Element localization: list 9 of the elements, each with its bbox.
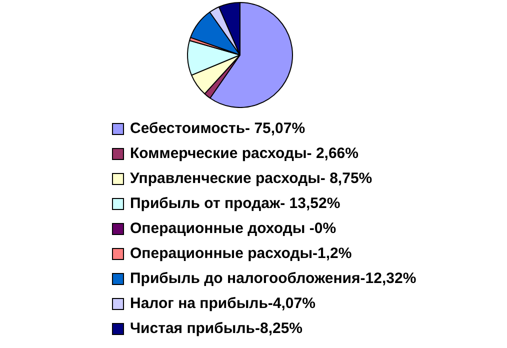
legend-label: Прибыль от продаж- 13,52%: [130, 195, 340, 212]
legend-label: Прибыль до налогообложения-12,32%: [130, 270, 416, 287]
legend-label: Операционные расходы-1,2%: [130, 245, 352, 262]
legend-label: Операционные доходы -0%: [130, 220, 336, 237]
legend-label: Налог на прибыль-4,07%: [130, 295, 316, 312]
legend-label: Управленческие расходы- 8,75%: [130, 170, 372, 187]
legend-label: Коммерческие расходы- 2,66%: [130, 145, 358, 162]
legend-label: Себестоимость- 75,07%: [130, 120, 306, 137]
legend-label: Чистая прибыль-8,25%: [130, 320, 303, 337]
